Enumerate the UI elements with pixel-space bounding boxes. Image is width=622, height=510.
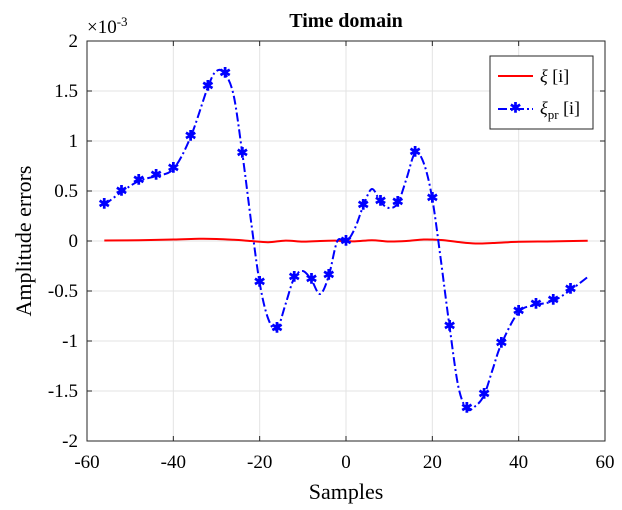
data-point-marker: ✱ [185,130,197,145]
data-point-marker: ✱ [288,271,300,286]
data-point-marker: ✱ [496,337,508,352]
y-exponent-label: ×10-3 [87,14,128,38]
data-point-marker: ✱ [478,388,490,403]
y-tick-label: 2 [69,31,79,52]
data-point-marker: ✱ [357,199,369,214]
legend-box [489,55,594,130]
legend-symbol: ξ [540,66,548,86]
data-point-marker: ✱ [547,294,559,309]
legend-marker-asterisk: ✱ [510,102,522,117]
y-tick-label: 1.5 [54,81,78,102]
x-axis-label: Samples [309,479,384,504]
data-point-marker: ✱ [426,192,438,207]
data-point-marker: ✱ [271,322,283,337]
data-point-marker: ✱ [150,169,162,184]
data-point-marker: ✱ [513,305,525,320]
y-tick-label: 0.5 [54,181,78,202]
data-point-marker: ✱ [133,174,145,189]
y-tick-label: -0.5 [48,281,78,302]
y-tick-label: -1 [62,331,78,352]
data-point-marker: ✱ [202,80,214,95]
data-point-marker: ✱ [323,269,335,284]
data-point-marker: ✱ [340,235,352,250]
y-axis-label: Amplitude errors [11,166,36,317]
legend-entry-xi: ξ [i] [540,66,569,86]
data-point-marker: ✱ [306,273,318,288]
data-point-marker: ✱ [444,320,456,335]
x-tick-label: 0 [341,452,351,473]
y-tick-label: 1 [69,131,79,152]
x-tick-label: 20 [423,452,442,473]
data-point-marker: ✱ [254,276,266,291]
y-tick-label: -2 [62,431,78,452]
exponent-base: ×10 [87,17,117,38]
legend-suffix: [i] [559,98,581,118]
data-point-marker: ✱ [167,162,179,177]
x-tick-label: 60 [596,452,615,473]
x-tick-label: 40 [509,452,528,473]
data-point-marker: ✱ [409,146,421,161]
x-tick-label: -60 [74,452,99,473]
x-tick-label: -40 [161,452,186,473]
series-xi-pr-line [103,68,589,412]
data-point-marker: ✱ [461,402,473,417]
ticks: -60 -40 -20 0 20 40 60 2 1.5 1 0.5 0 -0.5 -1 -1.5 -2 [48,31,615,473]
legend-entry-xi-pr: ξpr [i] [540,98,580,122]
exponent-power: -3 [117,14,128,29]
data-point-marker: ✱ [116,185,128,200]
y-tick-label: -1.5 [48,381,78,402]
data-point-marker: ✱ [219,67,231,82]
data-point-marker: ✱ [530,298,542,313]
y-tick-label: 0 [69,231,79,252]
data-point-marker: ✱ [237,147,249,162]
legend: ξ [i] ✱ ξpr [i] [489,55,594,130]
data-point-marker: ✱ [375,195,387,210]
data-point-marker: ✱ [565,283,577,298]
legend-suffix: [i] [548,66,570,86]
data-point-marker: ✱ [392,196,404,211]
series-layer: ✱ ✱ ✱ ✱ ✱ ✱ ✱ ✱ ✱ ✱ ✱ ✱ ✱ ✱ ✱ ✱ ✱ ✱ ✱ ✱ ✱ ✱ ✱ ✱ ✱ ✱ ✱ ✱ [98,67,589,417]
x-tick-label: -20 [247,452,272,473]
legend-subscript: pr [548,107,560,122]
data-point-marker: ✱ [98,198,110,213]
legend-symbol: ξ [540,98,548,118]
chart-title: Time domain [289,10,403,32]
